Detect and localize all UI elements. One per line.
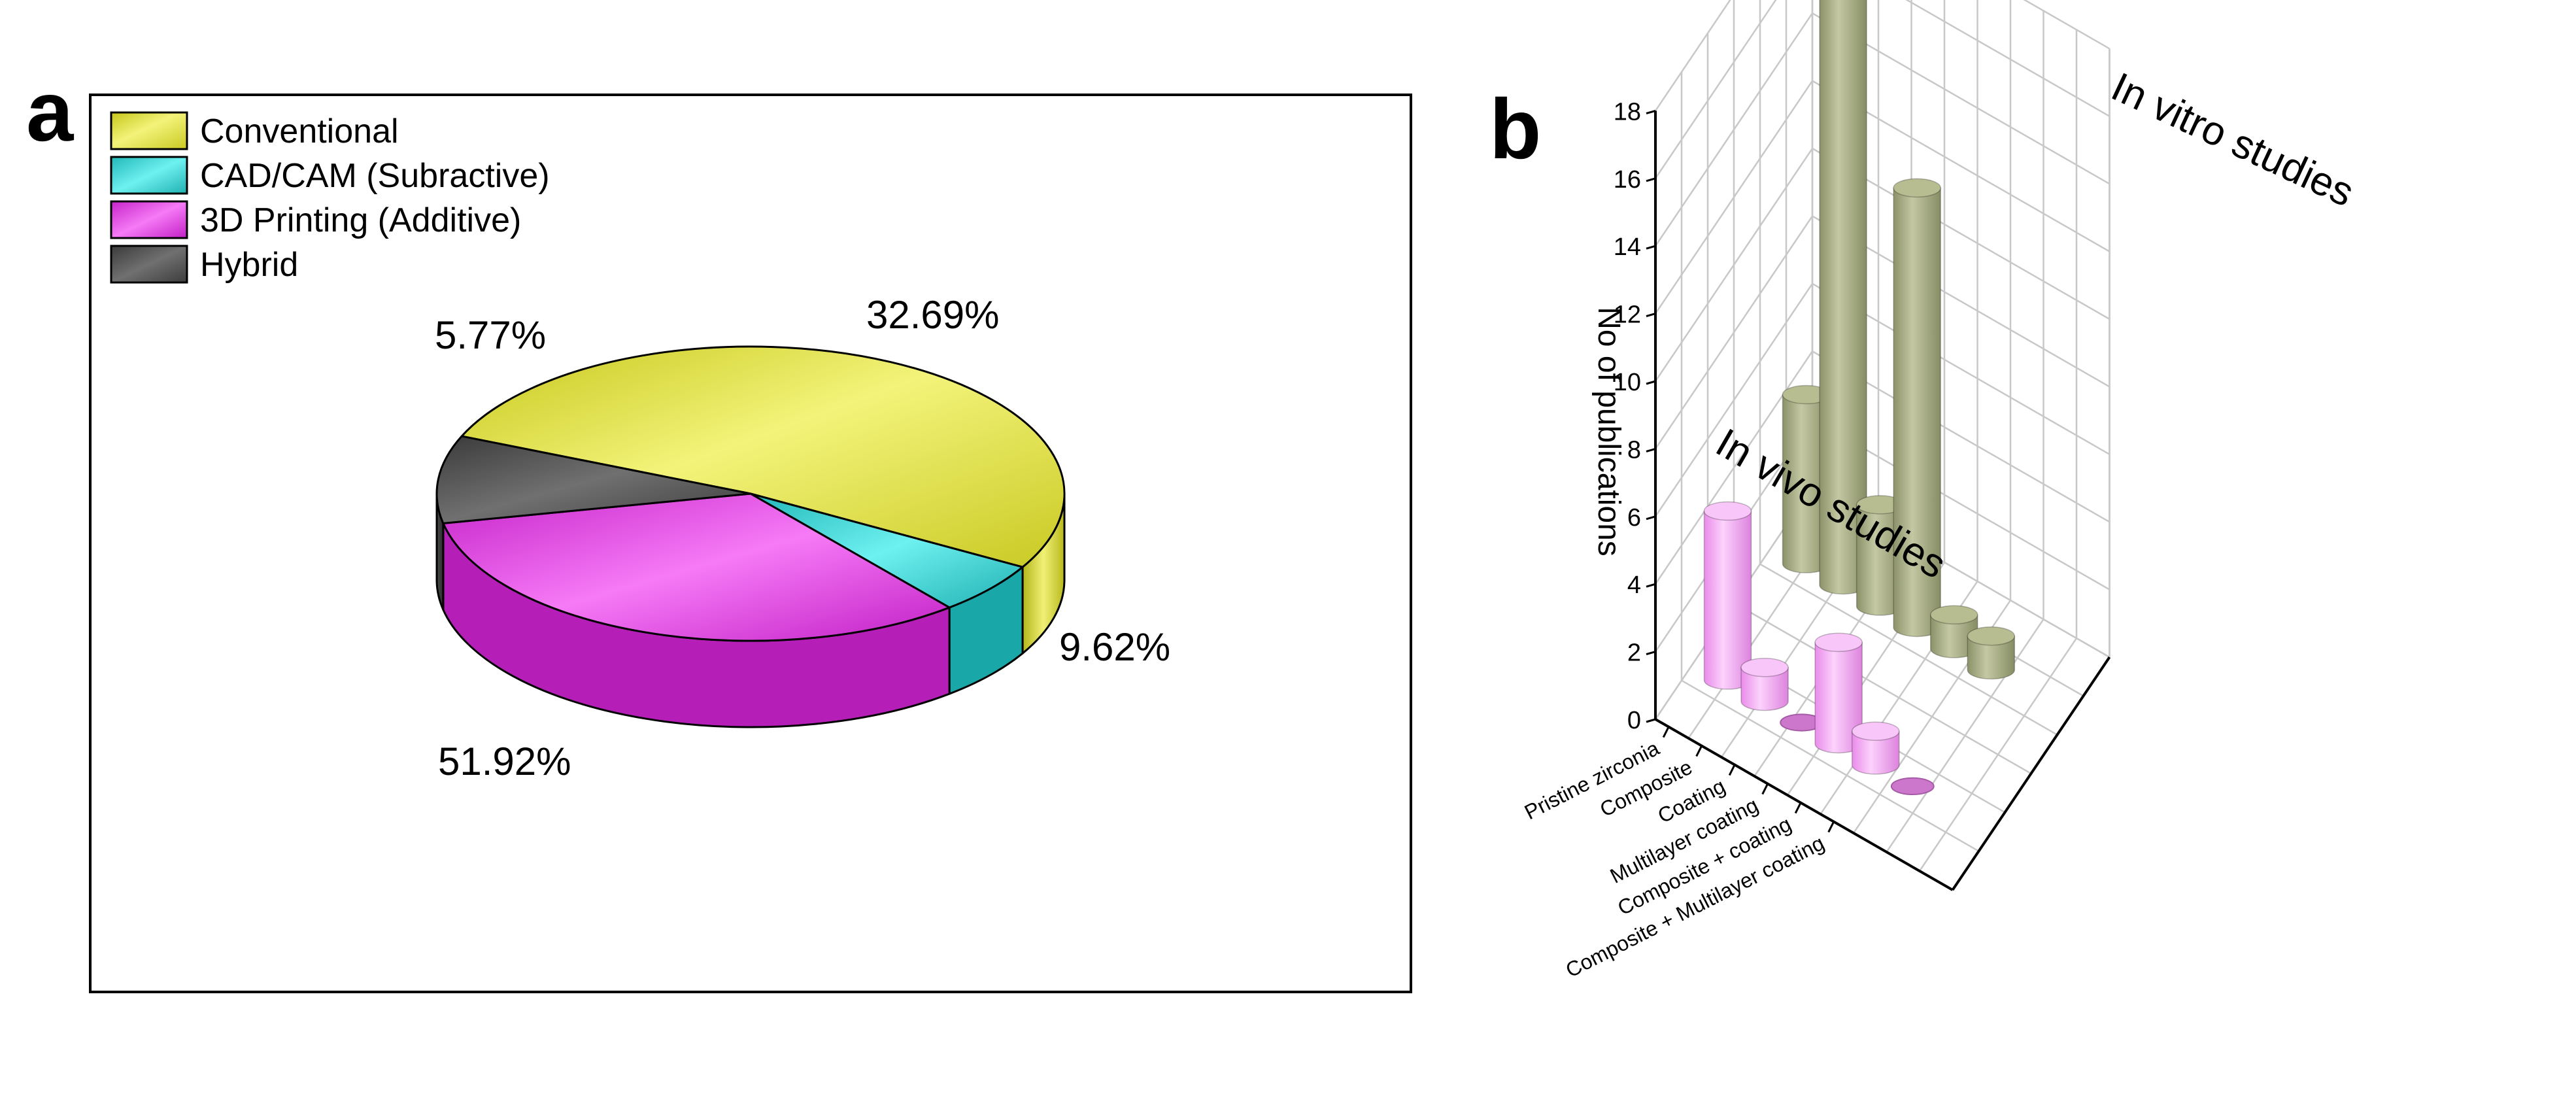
grid-line xyxy=(1654,148,1814,382)
y-tick-label: 6 xyxy=(1627,504,1641,532)
bar-in-vitro-top xyxy=(1929,605,1978,624)
pie-slice-conventional xyxy=(460,345,1066,568)
x-tick-mark xyxy=(1695,745,1703,757)
grid-line xyxy=(2023,0,2110,50)
grid-line xyxy=(1654,0,1731,112)
x-tick-mark xyxy=(1728,764,1736,776)
x-axis-line xyxy=(1655,718,1954,891)
y-tick-mark xyxy=(1646,651,1656,656)
y-tick-label: 2 xyxy=(1627,640,1641,667)
bar-in-vivo-top xyxy=(1851,721,1900,741)
grid-line xyxy=(1681,679,1980,852)
y-tick-mark xyxy=(1646,380,1656,385)
pie-slice-hybrid xyxy=(435,435,752,524)
y-tick-mark xyxy=(1646,109,1656,114)
grid-line xyxy=(1654,80,1814,315)
y-tick-mark xyxy=(1646,515,1656,520)
bar-in-vivo xyxy=(1740,658,1789,711)
legend-label-3d-printing: 3D Printing (Additive) xyxy=(200,201,521,239)
grid-line xyxy=(1654,0,1777,179)
legend-swatch-3d-printing xyxy=(110,200,188,239)
pie-chart xyxy=(435,345,1066,728)
y-tick-label: 12 xyxy=(1614,301,1641,329)
panel-a-label: a xyxy=(26,63,75,159)
bar-in-vivo-top xyxy=(1703,501,1752,521)
pie-label-conventional: 51.92% xyxy=(438,740,571,783)
grid-line xyxy=(1654,12,1814,247)
bar-in-vivo-top xyxy=(1814,632,1863,653)
legend-label-hybrid: Hybrid xyxy=(200,246,298,284)
grid-line xyxy=(1654,215,1814,450)
y-tick-label: 18 xyxy=(1614,98,1641,126)
x-axis-categories: Pristine zirconiaCompositeCoatingMultila… xyxy=(1521,726,1835,982)
y-tick-label: 16 xyxy=(1614,166,1641,194)
y-tick-label: 10 xyxy=(1614,369,1641,396)
grid-line xyxy=(1905,0,2110,117)
pie-legend: Conventional CAD/CAM (Subractive) 3D Pri… xyxy=(110,111,550,284)
grid-line xyxy=(1654,283,1814,517)
y-tick-label: 14 xyxy=(1614,233,1641,261)
x-category-label: Composite + Multilayer coating xyxy=(1562,831,1828,982)
legend-item-conventional: Conventional xyxy=(110,111,399,150)
x-tick-mark xyxy=(1827,821,1835,833)
y-tick-mark xyxy=(1646,177,1656,182)
grid-line xyxy=(1733,602,2032,775)
y-tick-mark xyxy=(1646,447,1656,452)
y-tick-label: 4 xyxy=(1627,572,1641,599)
depth-axis-line xyxy=(1951,656,2111,891)
y-tick-mark xyxy=(1646,718,1656,723)
y-axis-ticks: 0 2 4 6 8 10 12 14 16 18 xyxy=(1614,98,1656,734)
bar-in-vivo-top xyxy=(1740,658,1789,677)
bar-in-vivo xyxy=(1814,632,1863,754)
bar-in-vitro-body xyxy=(1967,635,2016,680)
bar-in-vivo xyxy=(1890,777,1935,796)
grid-line xyxy=(1759,563,2058,736)
bar-in-vitro xyxy=(1856,495,1905,616)
legend-item-3d-printing: 3D Printing (Additive) xyxy=(110,200,521,239)
bar-in-vivo xyxy=(1703,501,1752,690)
pie-label-hybrid: 9.62% xyxy=(1059,625,1170,669)
y-tick-label: 0 xyxy=(1627,707,1641,734)
x-tick-mark xyxy=(1761,783,1769,795)
panel-b-label: b xyxy=(1489,81,1541,177)
x-tick-mark xyxy=(1662,726,1670,738)
annotation-in-vitro: In vitro studies xyxy=(2105,64,2360,215)
pie-label-cadcam: 5.77% xyxy=(435,313,546,357)
bar-in-vivo xyxy=(1851,721,1900,775)
bar-in-vivo-body xyxy=(1740,667,1789,711)
bar3d-grid xyxy=(1654,0,2111,891)
bar-in-vitro xyxy=(1967,626,2016,680)
bar3d-bars xyxy=(1703,0,2016,796)
legend-swatch-conventional xyxy=(110,111,188,150)
legend-swatch-hybrid xyxy=(110,245,188,284)
legend-label-conventional: Conventional xyxy=(200,112,399,150)
bar-in-vitro-top xyxy=(1967,626,2016,646)
y-axis-title: No of publications xyxy=(1591,307,1626,556)
legend-swatch-cadcam xyxy=(110,156,188,195)
bar-in-vivo-base xyxy=(1890,777,1935,796)
y-tick-mark xyxy=(1646,313,1656,318)
bar-in-vitro-top xyxy=(1893,178,1941,198)
pie-slice-cadcam xyxy=(749,492,1024,609)
y-tick-label: 8 xyxy=(1627,436,1641,464)
legend-item-cadcam: CAD/CAM (Subractive) xyxy=(110,156,550,195)
legend-label-cadcam: CAD/CAM (Subractive) xyxy=(200,157,550,195)
y-tick-mark xyxy=(1646,245,1656,250)
y-tick-mark xyxy=(1646,583,1656,588)
pie-slice-3d-printing xyxy=(442,492,951,642)
pie-label-3d-printing: 32.69% xyxy=(866,293,1000,337)
bar-in-vivo-body xyxy=(1851,730,1900,775)
x-tick-mark xyxy=(1794,802,1802,814)
legend-item-hybrid: Hybrid xyxy=(110,245,298,284)
